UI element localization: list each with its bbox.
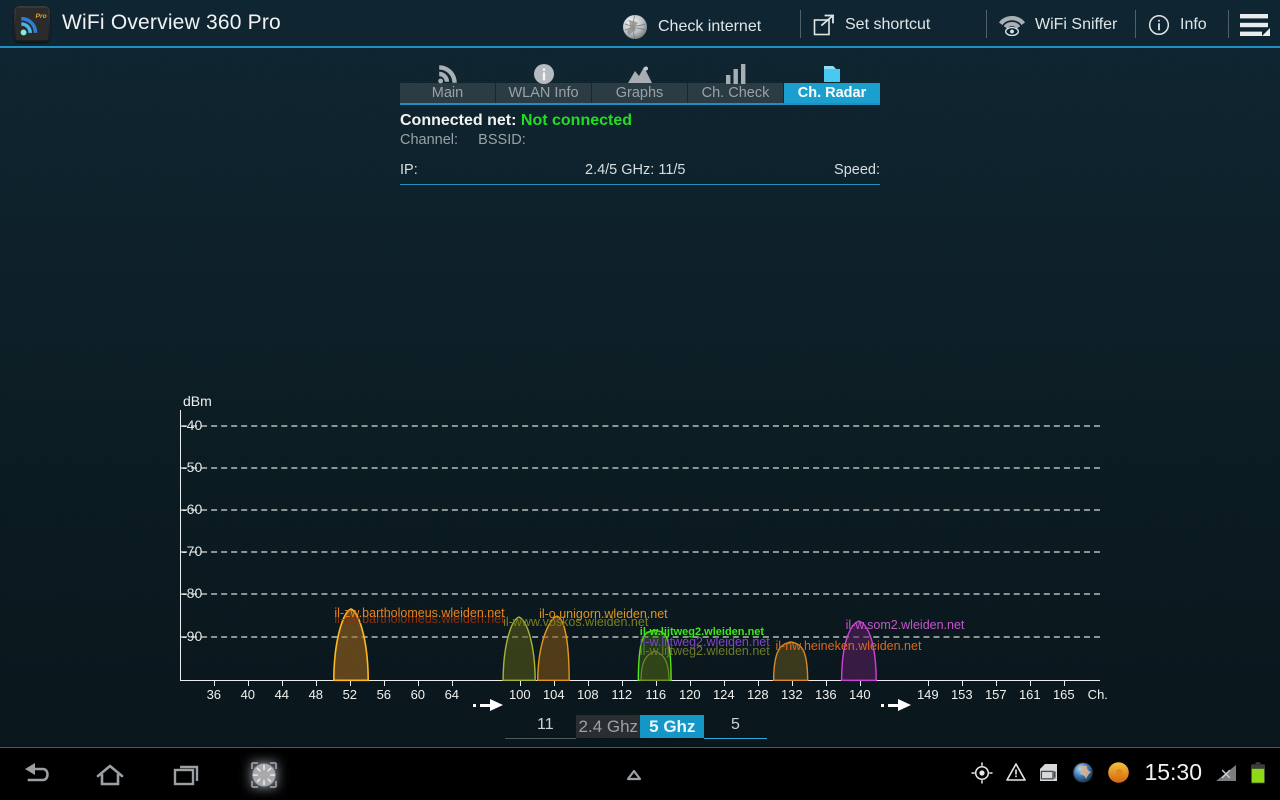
svg-text:Pro: Pro — [36, 13, 47, 20]
